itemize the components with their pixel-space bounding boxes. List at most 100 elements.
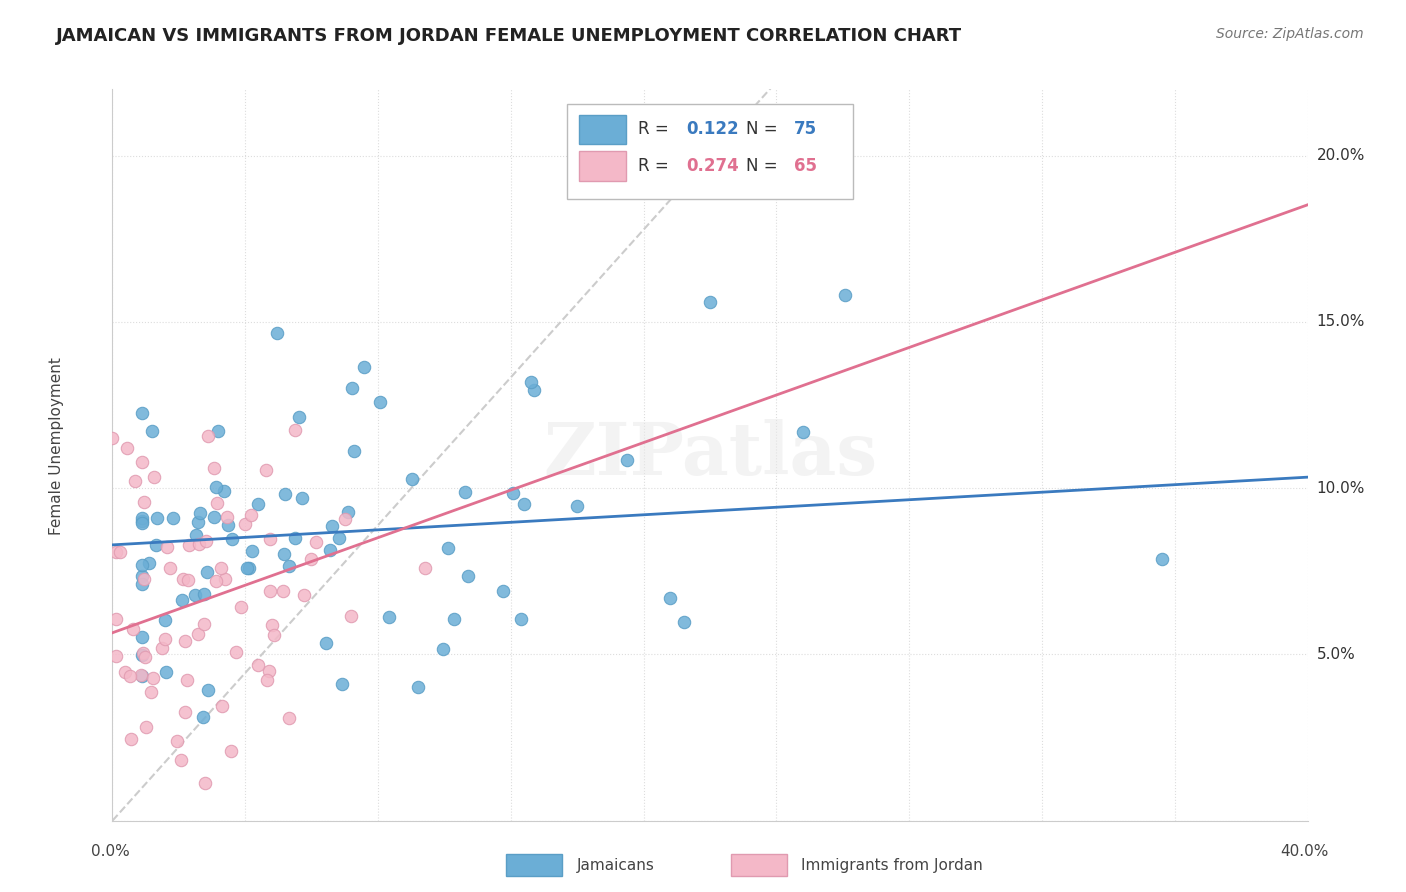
- Point: [342, 381, 364, 395]
- Text: 65: 65: [794, 157, 817, 175]
- Point: [792, 425, 814, 439]
- Point: [194, 776, 217, 790]
- Point: [443, 612, 465, 626]
- Point: [120, 669, 142, 683]
- Point: [173, 705, 195, 719]
- Point: [101, 431, 124, 445]
- Point: [413, 561, 436, 575]
- Point: [195, 534, 218, 549]
- Point: [401, 472, 423, 486]
- Text: 75: 75: [794, 120, 817, 138]
- FancyBboxPatch shape: [579, 115, 627, 144]
- Point: [333, 512, 356, 526]
- Point: [212, 484, 235, 499]
- Point: [315, 636, 337, 650]
- Point: [247, 497, 270, 511]
- Point: [202, 461, 225, 475]
- Text: 10.0%: 10.0%: [1316, 481, 1365, 496]
- Point: [193, 586, 215, 600]
- Point: [197, 682, 219, 697]
- Text: 5.0%: 5.0%: [1316, 647, 1355, 662]
- Point: [437, 541, 460, 555]
- Point: [502, 486, 524, 500]
- Text: R =: R =: [638, 120, 675, 138]
- Point: [114, 665, 136, 680]
- Point: [454, 485, 477, 500]
- Point: [353, 360, 375, 375]
- Point: [131, 569, 153, 583]
- Point: [510, 611, 533, 625]
- Point: [131, 558, 153, 572]
- Point: [259, 583, 281, 598]
- Point: [616, 452, 638, 467]
- Point: [170, 753, 193, 767]
- Point: [131, 514, 153, 528]
- Point: [278, 711, 301, 725]
- Point: [197, 429, 219, 443]
- Point: [131, 669, 153, 683]
- Point: [108, 545, 131, 559]
- Point: [673, 615, 696, 629]
- Point: [131, 511, 153, 525]
- Point: [330, 677, 353, 691]
- Point: [177, 573, 200, 587]
- Point: [299, 552, 322, 566]
- Text: ZIPatlas: ZIPatlas: [543, 419, 877, 491]
- Point: [340, 608, 363, 623]
- Point: [131, 406, 153, 420]
- Point: [658, 591, 681, 605]
- Text: Jamaicans: Jamaicans: [576, 858, 654, 872]
- Point: [166, 734, 188, 748]
- Point: [256, 673, 278, 687]
- Point: [188, 506, 211, 520]
- Point: [117, 442, 139, 456]
- Point: [131, 648, 153, 663]
- Point: [259, 532, 281, 546]
- Text: R =: R =: [638, 157, 675, 175]
- Point: [122, 622, 145, 636]
- Text: Source: ZipAtlas.com: Source: ZipAtlas.com: [1216, 27, 1364, 41]
- FancyBboxPatch shape: [579, 152, 627, 180]
- Point: [209, 561, 232, 575]
- FancyBboxPatch shape: [567, 103, 853, 199]
- Point: [205, 479, 228, 493]
- Point: [153, 632, 176, 646]
- Point: [141, 685, 163, 699]
- Point: [142, 671, 165, 685]
- Point: [246, 657, 269, 672]
- Point: [105, 612, 128, 626]
- Point: [523, 383, 546, 397]
- Point: [699, 295, 721, 310]
- Point: [834, 288, 856, 302]
- Point: [138, 556, 160, 570]
- Text: 0.0%: 0.0%: [91, 845, 131, 859]
- Point: [205, 496, 228, 510]
- Point: [378, 610, 401, 624]
- Point: [174, 634, 197, 648]
- Text: 20.0%: 20.0%: [1316, 148, 1365, 163]
- Point: [162, 510, 184, 524]
- Point: [277, 558, 299, 573]
- Text: N =: N =: [747, 120, 783, 138]
- Point: [177, 538, 200, 552]
- Point: [143, 470, 166, 484]
- Point: [492, 583, 515, 598]
- Point: [170, 592, 193, 607]
- Point: [406, 681, 429, 695]
- Point: [134, 572, 156, 586]
- Point: [513, 497, 536, 511]
- Point: [336, 505, 359, 519]
- Point: [186, 528, 208, 542]
- Point: [187, 627, 209, 641]
- Point: [172, 573, 194, 587]
- Point: [273, 487, 295, 501]
- Point: [135, 719, 157, 733]
- Point: [141, 425, 163, 439]
- Point: [271, 583, 294, 598]
- Point: [221, 532, 243, 546]
- Text: 40.0%: 40.0%: [1281, 845, 1329, 859]
- Point: [150, 640, 173, 655]
- Point: [207, 425, 229, 439]
- Point: [370, 395, 392, 409]
- Point: [131, 516, 153, 531]
